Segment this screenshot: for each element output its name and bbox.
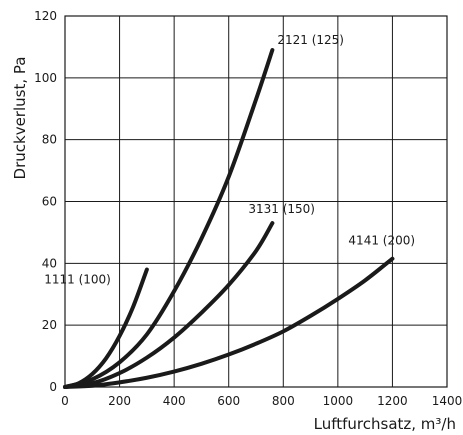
grid — [64, 15, 448, 388]
series-lines — [63, 48, 395, 389]
series-labels: 1111 (100) 2121 (125) 3131 (150) 4141 (200) — [44, 33, 415, 287]
series-line — [63, 48, 275, 389]
y-tick-label: 120 — [34, 9, 57, 23]
series-label: 2121 (125) — [277, 33, 344, 47]
x-tick-label: 600 — [217, 394, 240, 408]
series-line — [63, 256, 395, 389]
x-axis-title: Luftfurchsatz, m³/h — [314, 415, 456, 433]
x-tick-label: 0 — [61, 394, 69, 408]
y-tick-label: 60 — [42, 195, 57, 209]
y-tick-label: 100 — [34, 71, 57, 85]
series-line — [63, 221, 275, 389]
y-tick-label: 40 — [42, 256, 57, 270]
x-tick-label: 200 — [108, 394, 131, 408]
series-line — [63, 267, 149, 389]
x-tick-label: 1400 — [432, 394, 463, 408]
y-tick-label: 0 — [49, 380, 57, 394]
series-label: 3131 (150) — [248, 202, 315, 216]
x-tick-label: 400 — [163, 394, 186, 408]
tick-labels: 0 200 400 600 800 1000 1200 1400 0 20 40 60 80 100 120 — [34, 9, 462, 408]
y-tick-label: 80 — [42, 133, 57, 147]
series-label: 1111 (100) — [44, 273, 111, 287]
y-tick-label: 20 — [42, 318, 57, 332]
series-label: 4141 (200) — [348, 234, 415, 248]
x-tick-label: 1000 — [323, 394, 354, 408]
x-tick-label: 800 — [272, 394, 295, 408]
x-tick-label: 1200 — [377, 394, 408, 408]
plot-frame — [64, 15, 448, 388]
y-axis-title: Druckverlust, Pa — [11, 57, 29, 180]
